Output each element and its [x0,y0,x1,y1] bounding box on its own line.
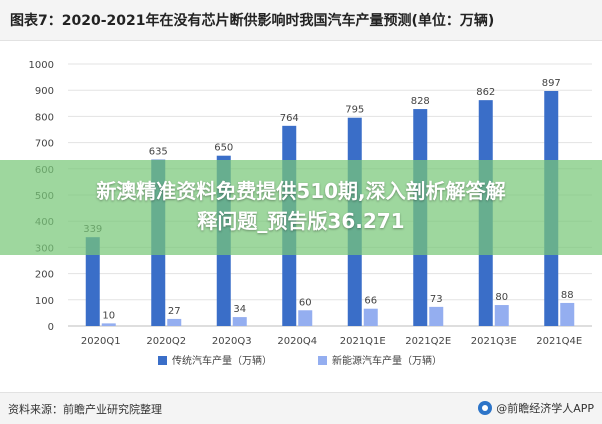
x-tick-label-3: 2020Q4 [277,336,317,347]
overlay-line-1: 新澳精准资料免费提供510期,深入剖析解答解 [96,179,506,203]
legend: 传统汽车产量（万辆） 新能源汽车产量（万辆） [158,354,442,367]
legend-swatch-0 [158,356,167,365]
data-label-nev-2021Q2E: 73 [430,294,443,305]
y-tick-label-1: 100 [35,296,54,307]
y-tick-label-2: 200 [35,270,54,281]
bar-nev-2020Q2 [167,318,182,326]
brand-label: @前瞻经济学人APP [496,402,594,415]
data-label-nev-2020Q1: 10 [102,310,115,321]
data-label-traditional-2021Q4E: 897 [542,78,561,89]
x-axis: 2020Q1 2020Q2 2020Q3 2020Q4 2021Q1E 2021Q2E 20… [81,336,582,347]
data-label-traditional-2021Q1E: 795 [345,105,364,116]
legend-swatch-1 [318,356,327,365]
y-tick-label-0: 0 [48,322,54,333]
x-tick-label-6: 2021Q3E [471,336,517,347]
source-note: 资料来源：前瞻产业研究院整理 [8,403,162,416]
data-label-traditional-2020Q4: 764 [280,113,299,124]
chart-title: 图表7：2020-2021年在没有芯片断供影响时我国汽车产量预测(单位：万辆) [10,13,495,29]
overlay-banner: 新澳精准资料免费提供510期,深入剖析解答解 释问题_预告版36.271 [0,160,602,255]
bar-nev-2021Q4E [560,302,575,326]
footer: 资料来源：前瞻产业研究院整理 @前瞻经济学人APP [0,392,602,424]
y-tick-label-7: 700 [35,139,54,150]
y-tick-label-9: 900 [35,86,54,97]
bar-nev-2021Q3E [494,305,509,326]
data-label-traditional-2020Q2: 635 [149,147,168,158]
bar-nev-2020Q1 [101,323,116,326]
x-tick-label-7: 2021Q4E [536,336,582,347]
bar-traditional-2020Q1 [85,237,100,326]
bar-nev-2021Q2E [429,306,444,326]
overlay-text: 新澳精准资料免费提供510期,深入剖析解答解 释问题_预告版36.271 [0,176,602,236]
x-tick-label-1: 2020Q2 [146,336,186,347]
data-label-nev-2020Q4: 60 [299,297,312,308]
legend-label-0: 传统汽车产量（万辆） [172,354,272,367]
x-tick-label-2: 2020Q3 [212,336,252,347]
data-label-traditional-2020Q3: 650 [214,143,233,154]
data-label-nev-2021Q4E: 88 [561,290,574,301]
brand-logo-icon [478,401,493,415]
data-label-nev-2021Q3E: 80 [495,292,508,303]
bar-nev-2020Q4 [298,310,313,326]
bar-nev-2021Q1E [363,308,378,326]
y-tick-label-8: 800 [35,112,54,123]
legend-label-1: 新能源汽车产量（万辆） [332,354,442,367]
data-label-nev-2020Q2: 27 [168,306,181,317]
title-bar: 图表7：2020-2021年在没有芯片断供影响时我国汽车产量预测(单位：万辆) [0,0,602,41]
x-tick-label-0: 2020Q1 [81,336,121,347]
data-label-traditional-2021Q3E: 862 [476,87,495,98]
overlay-line-2: 释问题_预告版36.271 [197,209,405,233]
data-label-traditional-2021Q2E: 828 [411,96,430,107]
data-label-nev-2020Q3: 34 [233,304,246,315]
bar-nev-2020Q3 [232,317,247,326]
x-tick-label-4: 2021Q1E [340,336,386,347]
y-tick-label-10: 1000 [29,60,54,71]
x-tick-label-5: 2021Q2E [405,336,451,347]
data-label-nev-2021Q1E: 66 [364,296,377,307]
brand: @前瞻经济学人APP [478,400,594,416]
